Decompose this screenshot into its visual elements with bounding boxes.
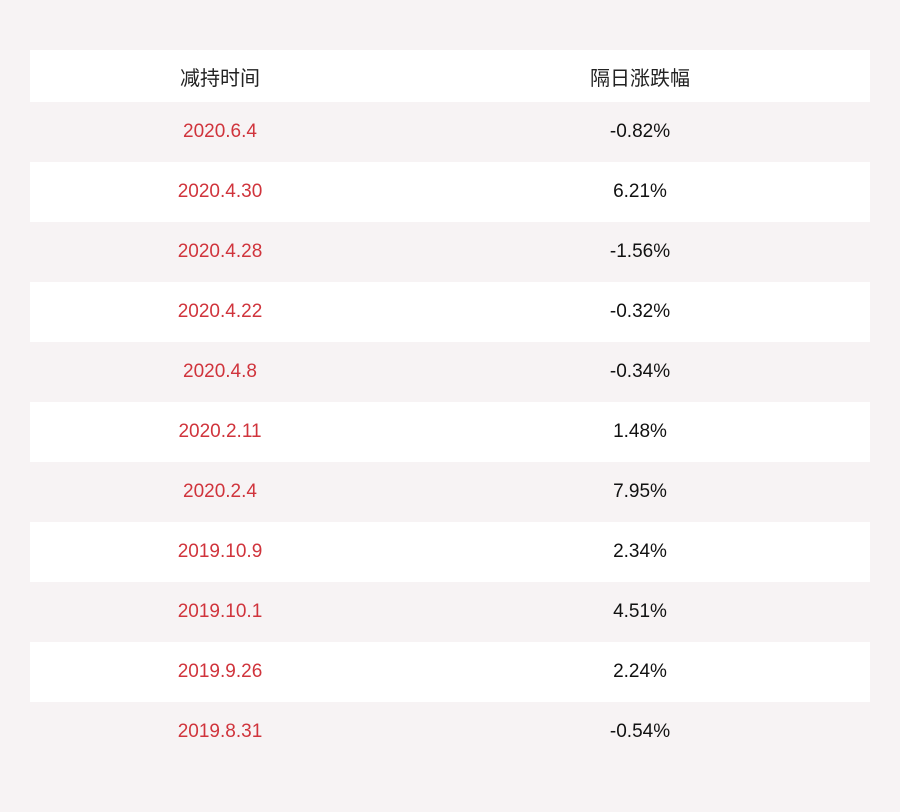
table-row: 2020.6.4 -0.82% [30,102,870,162]
date-cell: 2019.8.31 [177,721,263,742]
table-row: 2020.4.30 6.21% [30,162,870,222]
change-cell: 1.48% [613,421,667,442]
date-cell: 2019.10.1 [177,601,263,622]
table-row: 2019.9.26 2.24% [30,642,870,702]
table-header-row: 减持时间 隔日涨跌幅 [30,50,870,102]
change-cell: 2.34% [613,541,667,562]
change-cell: -0.34% [609,361,671,382]
table-row: 2019.10.1 4.51% [30,582,870,642]
change-cell: -1.56% [609,241,671,262]
date-cell: 2020.4.30 [177,181,263,202]
change-cell: 4.51% [613,601,667,622]
date-cell: 2019.9.26 [177,661,263,682]
table-row: 2020.4.28 -1.56% [30,222,870,282]
header-date: 减持时间 [180,67,260,90]
date-cell: 2020.4.28 [177,241,263,262]
date-cell: 2020.4.8 [183,361,257,382]
table-row: 2020.2.11 1.48% [30,402,870,462]
change-cell: 7.95% [613,481,667,502]
table-row: 2020.4.22 -0.32% [30,282,870,342]
change-cell: -0.54% [609,721,671,742]
header-next-day-change: 隔日涨跌幅 [590,67,690,90]
table-row: 2019.10.9 2.34% [30,522,870,582]
date-cell: 2019.10.9 [177,541,263,562]
date-cell: 2020.6.4 [183,121,257,142]
change-cell: 2.24% [613,661,667,682]
date-cell: 2020.4.22 [177,301,263,322]
table-row: 2019.8.31 -0.54% [30,702,870,762]
table-row: 2020.4.8 -0.34% [30,342,870,402]
table-row: 2020.2.4 7.95% [30,462,870,522]
date-cell: 2020.2.11 [178,421,262,442]
change-cell: -0.82% [609,121,671,142]
change-cell: 6.21% [613,181,667,202]
date-cell: 2020.2.4 [183,481,257,502]
data-table: 减持时间 隔日涨跌幅 2020.6.4 -0.82% 2020.4.30 6.2… [30,50,870,762]
change-cell: -0.32% [609,301,671,322]
